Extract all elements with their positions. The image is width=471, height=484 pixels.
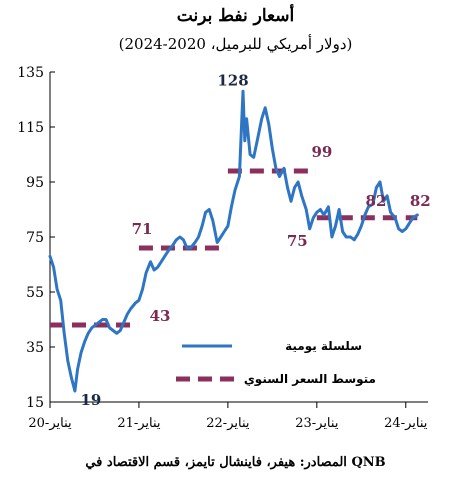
- annotation-label: 82: [366, 192, 387, 210]
- y-tick-label: 55: [26, 285, 44, 301]
- y-tick-label: 135: [17, 65, 44, 81]
- chart-subtitle: (دولار أمريكي للبرميل، 2020-2024): [118, 35, 353, 53]
- annotation-label: 82: [410, 192, 431, 210]
- annotation-label: 128: [217, 71, 248, 89]
- legend-label-average: متوسط السعر السنوي: [244, 372, 376, 387]
- legend: سلسلة يومية متوسط السعر السنوي: [176, 339, 376, 387]
- y-tick-label: 95: [26, 175, 44, 191]
- x-tick-label: يناير-24: [384, 416, 428, 431]
- annotation-label: 99: [311, 143, 332, 161]
- annotation-label: 43: [150, 307, 171, 325]
- y-tick-label: 75: [26, 230, 44, 246]
- axes: 15 35 55 75 95 115 135 يناير-20 يناير-21 يناير-22…: [17, 65, 428, 431]
- daily-series: [48, 89, 419, 393]
- y-tick-label: 35: [26, 340, 44, 356]
- chart-title: أسعار نفط برنت: [176, 6, 295, 26]
- annotations: 19 128 43 71 75 99 82 82: [80, 71, 430, 409]
- x-tick-label: يناير-20: [28, 416, 72, 431]
- legend-label-daily: سلسلة يومية: [285, 339, 362, 354]
- x-tick-label: يناير-21: [117, 416, 161, 431]
- annotation-label: 19: [80, 391, 101, 409]
- chart-source: المصادر: هيفر، فاينشال تايمز، قسم الاقتص…: [85, 455, 386, 470]
- annotation-label: 75: [287, 232, 308, 250]
- x-tick-label: يناير-23: [295, 416, 339, 431]
- annotation-label: 71: [132, 220, 153, 238]
- y-tick-label: 115: [17, 120, 44, 136]
- y-tick-label: 15: [26, 395, 44, 411]
- x-tick-label: يناير-22: [206, 416, 250, 431]
- daily-series-line: [48, 89, 419, 393]
